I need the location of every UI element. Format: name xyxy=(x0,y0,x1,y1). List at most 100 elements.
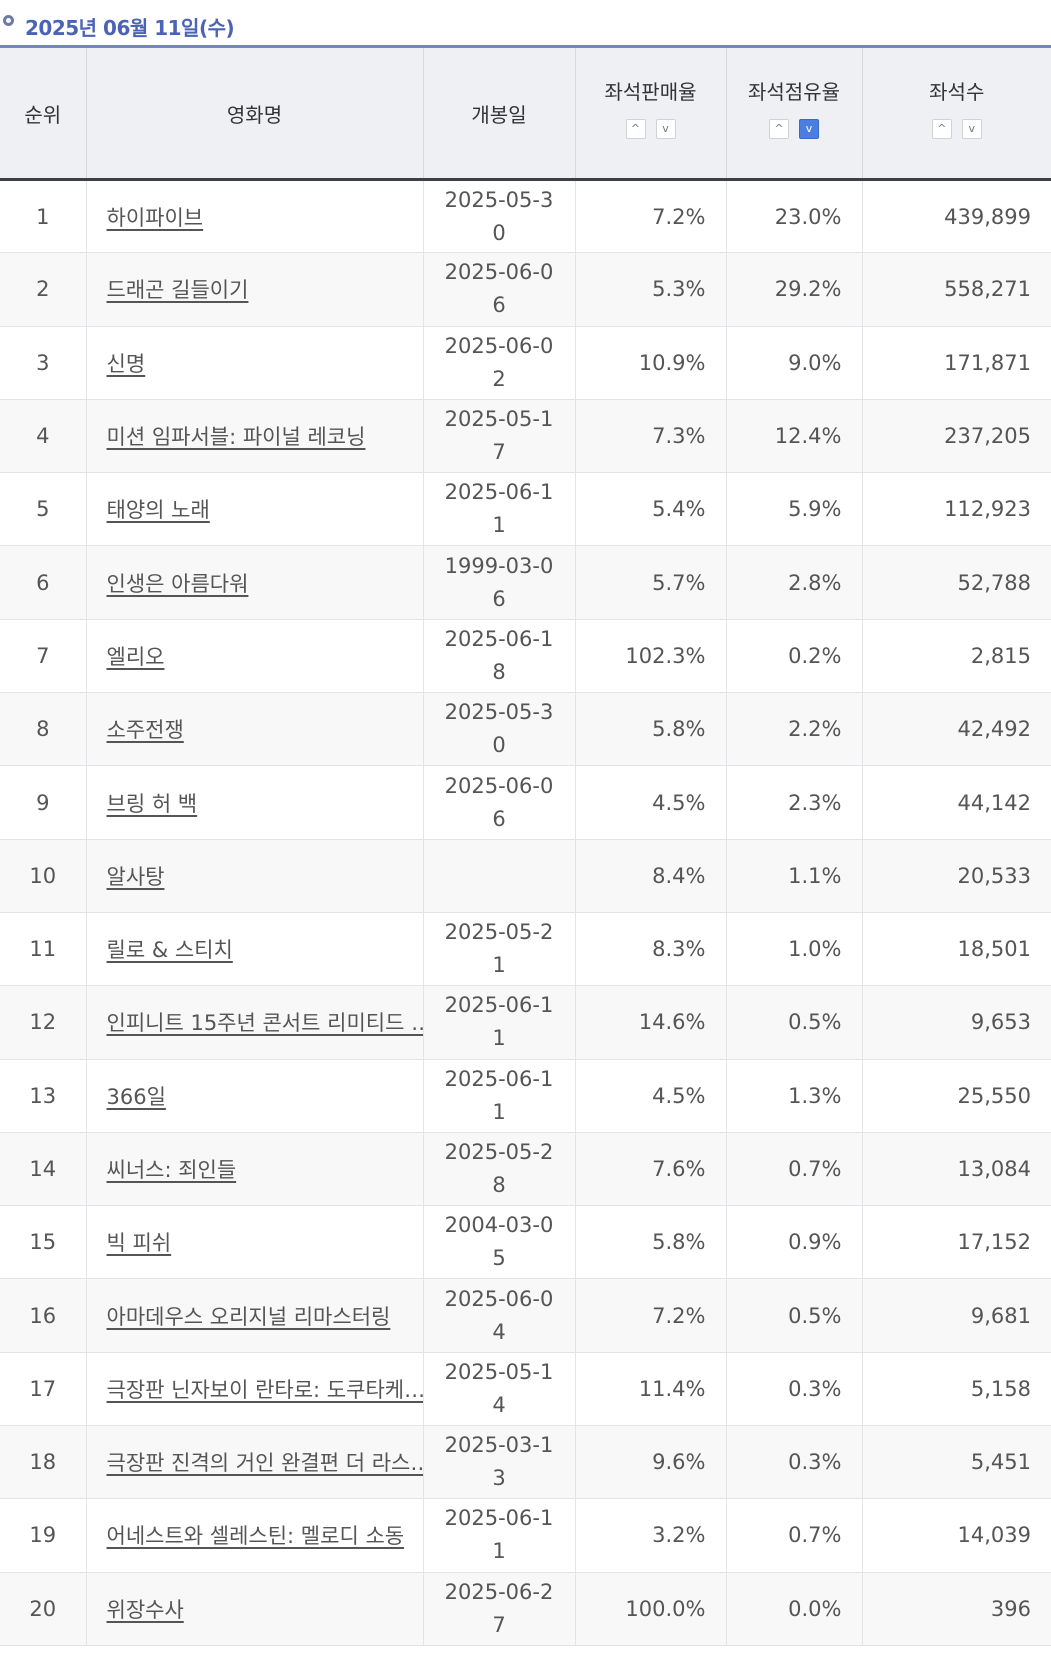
release-date-cell: 2025-06-27 xyxy=(423,1572,576,1646)
movie-title-link[interactable]: 씨너스: 죄인들 xyxy=(106,1158,237,1182)
sales-rate-cell: 8.3% xyxy=(575,912,727,987)
movie-title-link[interactable]: 빅 피쉬 xyxy=(106,1231,172,1256)
movie-title-link[interactable]: 브링 허 백 xyxy=(106,791,198,816)
seats-cell: 9,681 xyxy=(862,1278,1051,1353)
table-row: 11 릴로 & 스티치 2025-05-21 8.3% 1.0% 18,501 xyxy=(0,912,1051,987)
movie-title-link[interactable]: 인피니트 15주년 콘서트 리미티드 … xyxy=(106,1011,423,1036)
release-date-cell: 2025-06-11 xyxy=(423,985,576,1060)
release-date-cell: 2025-05-30 xyxy=(423,179,576,254)
seats-cell: 171,871 xyxy=(862,326,1051,400)
sort-asc-icon[interactable]: ^ xyxy=(769,118,789,139)
seats-cell: 5,451 xyxy=(862,1425,1051,1500)
seats-cell: 5,158 xyxy=(862,1352,1051,1427)
share-rate-cell: 2.2% xyxy=(726,692,863,767)
share-rate-cell: 29.2% xyxy=(726,252,863,327)
title-cell: 신명 xyxy=(86,326,424,400)
sort-asc-icon[interactable]: ^ xyxy=(931,118,952,139)
release-date-cell: 2025-06-06 xyxy=(423,252,576,327)
title-cell: 극장판 진격의 거인 완결편 더 라스… xyxy=(86,1425,424,1500)
share-rate-cell: 1.0% xyxy=(726,912,863,987)
sort-desc-icon[interactable]: v xyxy=(961,118,982,139)
seats-cell: 112,923 xyxy=(862,472,1051,547)
title-cell: 366일 xyxy=(86,1059,424,1133)
release-date-cell: 2025-03-13 xyxy=(423,1425,576,1500)
sales-rate-cell: 10.9% xyxy=(575,326,727,400)
movie-title-link[interactable]: 신명 xyxy=(106,351,146,376)
sales-rate-cell: 9.6% xyxy=(575,1425,727,1500)
release-date-cell: 2025-05-28 xyxy=(423,1132,576,1207)
rank-cell: 13 xyxy=(0,1059,87,1133)
rank-cell: 12 xyxy=(0,985,87,1060)
sales-rate-cell: 102.3% xyxy=(575,619,727,694)
table-row: 10 알사탕 8.4% 1.1% 20,533 xyxy=(0,839,1051,913)
sales-rate-cell: 11.4% xyxy=(575,1352,727,1427)
rank-cell: 2 xyxy=(0,252,87,327)
movie-title-link[interactable]: 인생은 아름다워 xyxy=(106,571,249,596)
table-row: 3 신명 2025-06-02 10.9% 9.0% 171,871 xyxy=(0,326,1051,400)
title-cell: 어네스트와 셀레스틴: 멜로디 소동 xyxy=(86,1498,424,1573)
table-row: 19 어네스트와 셀레스틴: 멜로디 소동 2025-06-11 3.2% 0.7% 14… xyxy=(0,1498,1051,1573)
movie-title-link[interactable]: 극장판 진격의 거인 완결편 더 라스… xyxy=(106,1451,423,1476)
title-cell: 브링 허 백 xyxy=(86,765,424,840)
rank-cell: 8 xyxy=(0,692,87,767)
movie-title-link[interactable]: 어네스트와 셀레스틴: 멜로디 소동 xyxy=(106,1524,405,1549)
sales-rate-cell: 7.6% xyxy=(575,1132,727,1207)
movie-title-link[interactable]: 릴로 & 스티치 xyxy=(106,938,233,963)
release-date-cell: 2025-06-11 xyxy=(423,1498,576,1573)
release-date-cell: 2025-05-30 xyxy=(423,692,576,767)
release-date-cell: 2025-06-18 xyxy=(423,619,576,694)
title-cell: 릴로 & 스티치 xyxy=(86,912,424,987)
share-rate-cell: 23.0% xyxy=(726,179,863,254)
seats-cell: 396 xyxy=(862,1572,1051,1646)
release-date-cell: 2004-03-05 xyxy=(423,1205,576,1280)
seats-cell: 18,501 xyxy=(862,912,1051,987)
title-cell: 아마데우스 오리지널 리마스터링 xyxy=(86,1278,424,1353)
table-row: 7 엘리오 2025-06-18 102.3% 0.2% 2,815 xyxy=(0,619,1051,694)
seats-cell: 558,271 xyxy=(862,252,1051,327)
sort-asc-icon[interactable]: ^ xyxy=(625,118,646,139)
movie-title-link[interactable]: 극장판 닌자보이 란타로: 도쿠타케… xyxy=(106,1377,423,1402)
table-row: 4 미션 임파서블: 파이널 레코닝 2025-05-17 7.3% 12.4% 237,… xyxy=(0,399,1051,474)
col-release: 개봉일 xyxy=(423,48,576,181)
movie-title-link[interactable]: 태양의 노래 xyxy=(106,498,210,523)
share-rate-cell: 9.0% xyxy=(726,326,863,400)
seats-cell: 44,142 xyxy=(862,765,1051,840)
share-rate-cell: 2.8% xyxy=(726,545,863,620)
sales-rate-cell: 4.5% xyxy=(575,1059,727,1133)
rank-cell: 9 xyxy=(0,765,87,840)
movie-title-link[interactable]: 미션 임파서블: 파이널 레코닝 xyxy=(106,425,366,450)
seats-cell: 14,039 xyxy=(862,1498,1051,1573)
release-date-cell: 2025-05-17 xyxy=(423,399,576,474)
seats-cell: 2,815 xyxy=(862,619,1051,694)
movie-title-link[interactable]: 아마데우스 오리지널 리마스터링 xyxy=(106,1304,391,1329)
table-row: 6 인생은 아름다워 1999-03-06 5.7% 2.8% 52,788 xyxy=(0,545,1051,620)
rank-cell: 7 xyxy=(0,619,87,694)
col-seats: 좌석수 ^ v xyxy=(862,48,1051,181)
release-date-cell: 2025-06-04 xyxy=(423,1278,576,1353)
movie-title-link[interactable]: 366일 xyxy=(106,1084,166,1109)
movie-title-link[interactable]: 엘리오 xyxy=(106,644,165,669)
movie-title-link[interactable]: 위장수사 xyxy=(106,1597,184,1622)
sales-rate-cell: 5.3% xyxy=(575,252,727,327)
sort-desc-icon[interactable]: v xyxy=(799,118,819,139)
share-rate-cell: 0.7% xyxy=(726,1498,863,1573)
movie-title-link[interactable]: 알사탕 xyxy=(106,864,165,889)
table-row: 8 소주전쟁 2025-05-30 5.8% 2.2% 42,492 xyxy=(0,692,1051,767)
movie-title-link[interactable]: 하이파이브 xyxy=(106,205,204,230)
rank-cell: 6 xyxy=(0,545,87,620)
movie-title-link[interactable]: 소주전쟁 xyxy=(106,718,184,743)
release-date-cell xyxy=(423,839,576,913)
rank-cell: 17 xyxy=(0,1352,87,1427)
share-rate-cell: 0.3% xyxy=(726,1352,863,1427)
title-cell: 빅 피쉬 xyxy=(86,1205,424,1280)
title-cell: 인생은 아름다워 xyxy=(86,545,424,620)
rank-cell: 20 xyxy=(0,1572,87,1646)
rank-cell: 4 xyxy=(0,399,87,474)
movie-title-link[interactable]: 드래곤 길들이기 xyxy=(106,278,249,303)
table-row: 1 하이파이브 2025-05-30 7.2% 23.0% 439,899 xyxy=(0,179,1051,254)
sort-desc-icon[interactable]: v xyxy=(655,118,676,139)
table-row: 14 씨너스: 죄인들 2025-05-28 7.6% 0.7% 13,084 xyxy=(0,1132,1051,1207)
rank-cell: 16 xyxy=(0,1278,87,1353)
col-rank: 순위 xyxy=(0,48,87,181)
seats-cell: 42,492 xyxy=(862,692,1051,767)
